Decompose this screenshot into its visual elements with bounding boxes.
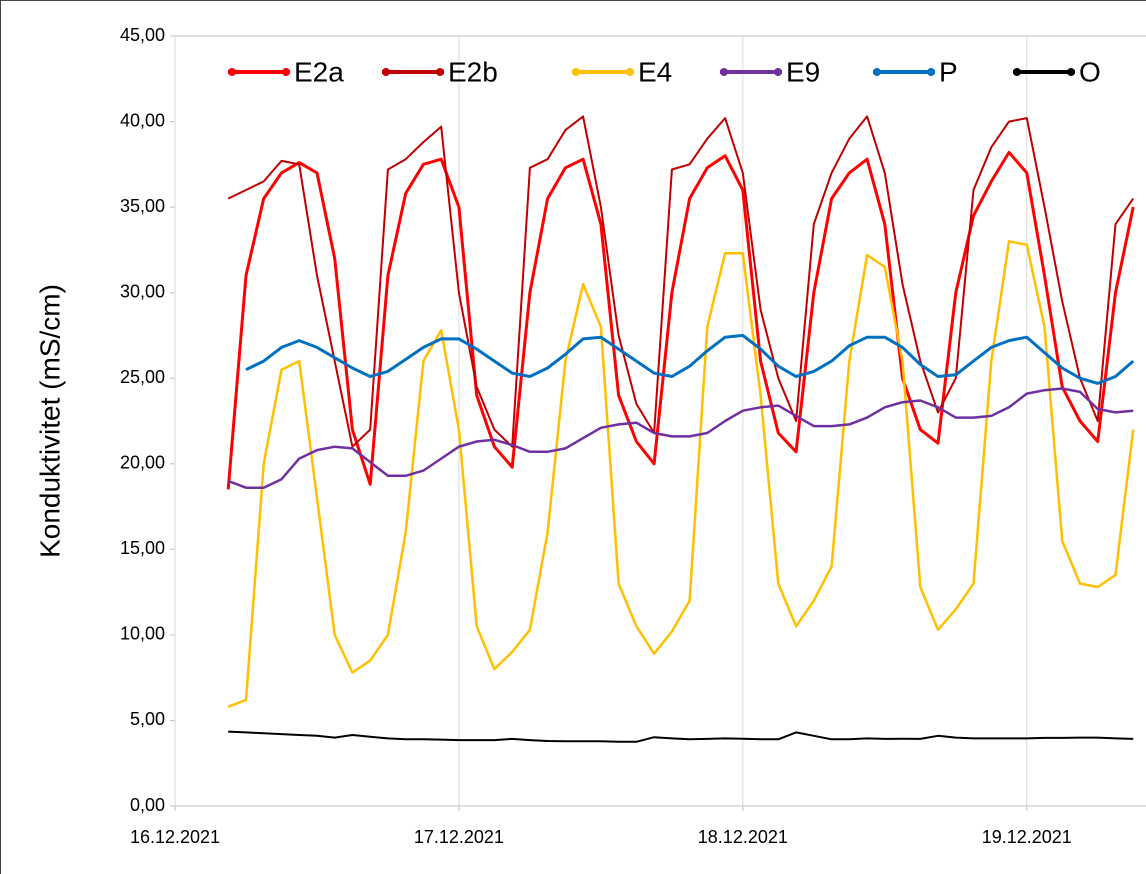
series-line (227, 240, 1135, 708)
legend-swatch-marker (720, 68, 728, 76)
y-tick-label: 45,00 (120, 25, 165, 45)
y-tick-label: 5,00 (130, 709, 165, 729)
y-tick-label: 35,00 (120, 196, 165, 216)
legend-label: E2b (448, 56, 498, 87)
legend-swatch-marker (873, 68, 881, 76)
y-axis-title: Konduktivitet (mS/cm) (34, 284, 65, 558)
x-tick-label: 17.12.2021 (414, 827, 504, 847)
legend-label: O (1079, 56, 1101, 87)
y-tick-label: 20,00 (120, 453, 165, 473)
y-tick-label: 15,00 (120, 538, 165, 558)
series-line (245, 333, 1135, 385)
legend-swatch-marker (228, 68, 236, 76)
legend-label: P (939, 56, 958, 87)
series-line (228, 730, 1134, 743)
legend-label: E4 (638, 56, 672, 87)
legend-swatch-marker (626, 68, 634, 76)
y-tick-label: 25,00 (120, 367, 165, 387)
legend-swatch-marker (927, 68, 935, 76)
series-line (226, 150, 1135, 490)
series-line (227, 115, 1135, 448)
legend-label: E2a (294, 56, 344, 87)
legend-label: E9 (786, 56, 820, 87)
legend-swatch-marker (382, 68, 390, 76)
legend-swatch-marker (774, 68, 782, 76)
series-line (227, 387, 1134, 489)
y-tick-label: 10,00 (120, 624, 165, 644)
y-tick-label: 40,00 (120, 110, 165, 130)
x-tick-label: 18.12.2021 (698, 827, 788, 847)
legend-swatch-marker (282, 68, 290, 76)
y-tick-label: 0,00 (130, 795, 165, 815)
legend-swatch-marker (1067, 68, 1075, 76)
legend-swatch-marker (1013, 68, 1021, 76)
x-tick-label: 19.12.2021 (982, 827, 1072, 847)
y-tick-label: 30,00 (120, 281, 165, 301)
x-tick-label: 16.12.2021 (130, 827, 220, 847)
legend-swatch-marker (572, 68, 580, 76)
legend-swatch-marker (436, 68, 444, 76)
